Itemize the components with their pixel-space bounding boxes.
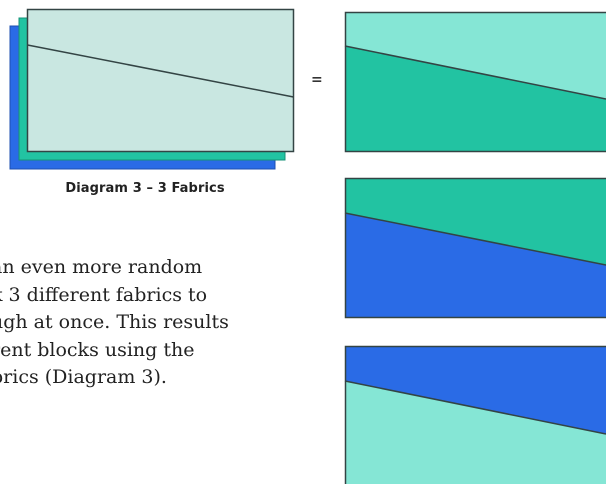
equals-sign: = xyxy=(311,72,323,88)
result-block-2-upper-piece xyxy=(345,178,606,265)
result-block-2-seam xyxy=(344,212,606,266)
paragraph-line: k 3 different fabrics to xyxy=(0,283,208,306)
cut-line xyxy=(27,44,294,98)
result-block-1 xyxy=(344,11,606,153)
paragraph-line: an even more random xyxy=(0,256,203,278)
paragraph-line: ugh at once. This results xyxy=(0,311,229,333)
fabric-layer-top xyxy=(26,8,295,153)
result-block-1-upper-piece xyxy=(345,12,606,99)
result-block-2 xyxy=(344,177,606,319)
fabric-stack-diagram xyxy=(9,8,295,170)
result-block-2-outline xyxy=(344,177,606,319)
result-block-3-outline xyxy=(344,345,606,484)
paragraph-line: rent blocks using the xyxy=(0,338,195,361)
result-block-1-seam xyxy=(344,45,606,100)
result-block-3-seam xyxy=(344,380,606,435)
result-block-3-upper-piece xyxy=(345,346,606,434)
paragraph-text: an even more random k 3 different fabric… xyxy=(0,254,321,392)
result-block-2-lower-piece xyxy=(345,213,606,318)
paragraph-line: brics (Diagram 3). xyxy=(0,366,167,388)
diagram-caption: Diagram 3 – 3 Fabrics xyxy=(65,181,225,196)
result-block-1-lower-piece xyxy=(345,46,606,152)
result-block-3 xyxy=(344,345,606,484)
result-block-1-outline xyxy=(344,11,606,153)
result-block-3-lower-piece xyxy=(345,381,606,484)
